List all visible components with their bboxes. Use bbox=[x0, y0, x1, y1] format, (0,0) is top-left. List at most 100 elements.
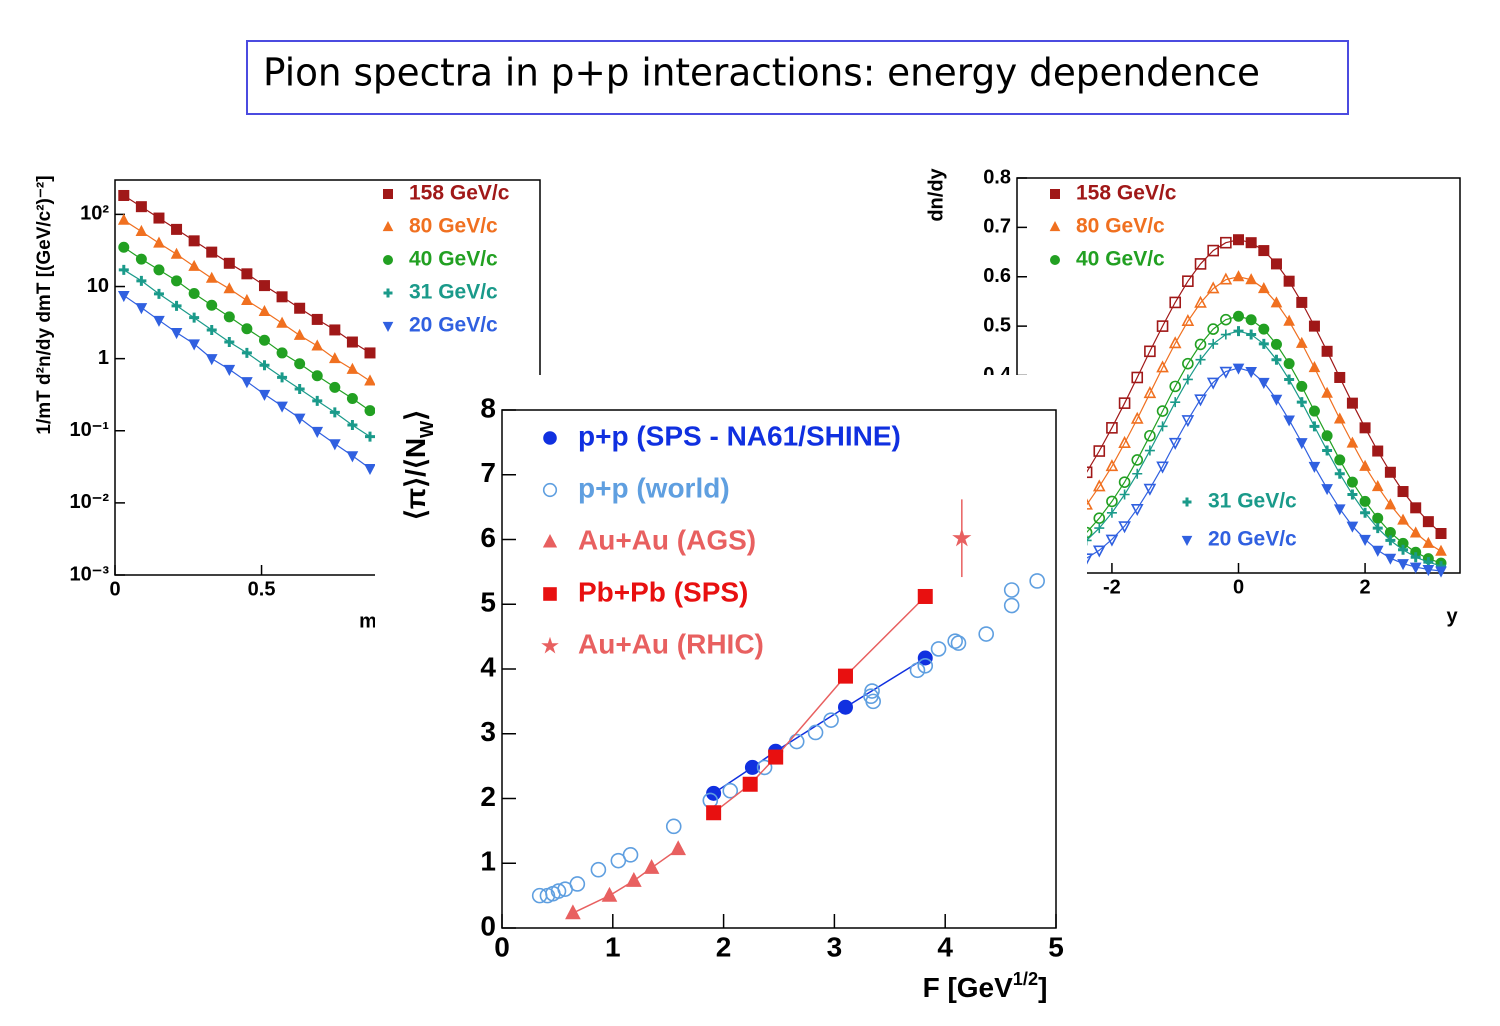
data-point bbox=[1359, 422, 1371, 434]
data-point bbox=[1156, 461, 1169, 474]
data-point bbox=[346, 362, 359, 374]
data-point bbox=[294, 358, 306, 370]
data-point bbox=[1371, 480, 1384, 492]
data-point bbox=[1296, 296, 1308, 308]
axis-label-part: ⟨π⟩/⟨N bbox=[400, 438, 431, 520]
data-point bbox=[1384, 498, 1397, 510]
data-point bbox=[1233, 234, 1244, 246]
data-point bbox=[1435, 528, 1447, 539]
data-point bbox=[1270, 338, 1282, 350]
data-point bbox=[1182, 275, 1194, 287]
data-point bbox=[1322, 445, 1333, 456]
data-point bbox=[118, 264, 129, 275]
data-point bbox=[1284, 374, 1295, 385]
data-point bbox=[1118, 521, 1131, 534]
data-point bbox=[622, 847, 639, 863]
data-point bbox=[276, 316, 288, 328]
legend-label: 31 GeV/c bbox=[1208, 490, 1297, 513]
data-point bbox=[171, 275, 183, 287]
data-point bbox=[1092, 545, 1106, 558]
data-point bbox=[1245, 237, 1257, 249]
data-point bbox=[364, 463, 376, 476]
data-point bbox=[1232, 270, 1245, 282]
data-point bbox=[241, 293, 253, 306]
data-point bbox=[1333, 412, 1346, 424]
data-point bbox=[1360, 507, 1371, 518]
data-point bbox=[1194, 258, 1207, 270]
data-point bbox=[329, 381, 341, 393]
data-point bbox=[118, 241, 130, 253]
y-tick-label: 10⁻³ bbox=[70, 563, 110, 585]
data-point bbox=[1219, 272, 1233, 285]
y-tick-label: 5 bbox=[480, 587, 496, 618]
data-point bbox=[1435, 544, 1447, 556]
data-point bbox=[952, 528, 972, 547]
data-point bbox=[1233, 326, 1244, 337]
data-point bbox=[1131, 371, 1144, 384]
data-point bbox=[1384, 553, 1397, 565]
data-point bbox=[1321, 430, 1333, 442]
data-point bbox=[837, 699, 853, 715]
y-tick-label: 7 bbox=[480, 457, 496, 488]
data-point bbox=[1220, 313, 1232, 326]
data-point bbox=[135, 201, 147, 213]
data-point bbox=[1168, 437, 1182, 450]
data-point bbox=[1245, 273, 1257, 285]
data-point bbox=[1003, 597, 1020, 614]
data-point bbox=[626, 871, 642, 887]
legend-marker bbox=[382, 220, 394, 232]
y-tick-label: 0.5 bbox=[983, 314, 1011, 336]
data-point bbox=[1384, 466, 1396, 478]
legend-marker bbox=[382, 321, 394, 333]
data-point bbox=[1206, 281, 1220, 294]
data-point bbox=[171, 300, 182, 311]
x-tick-label: 1 bbox=[605, 931, 621, 962]
data-point bbox=[1422, 516, 1434, 528]
y-tick-label: 10⁻² bbox=[70, 491, 110, 513]
data-point bbox=[742, 776, 758, 792]
data-point bbox=[1143, 483, 1157, 496]
data-point bbox=[665, 818, 682, 835]
data-point bbox=[223, 282, 236, 294]
data-point bbox=[1144, 429, 1156, 442]
slide-title: Pion spectra in p+p interactions: energy… bbox=[263, 51, 1260, 95]
data-point bbox=[188, 288, 200, 300]
data-point bbox=[1435, 566, 1447, 578]
plot-frame bbox=[114, 179, 541, 576]
y-tick-label: 0.7 bbox=[983, 216, 1011, 238]
data-point bbox=[259, 360, 270, 371]
data-point bbox=[1219, 366, 1233, 379]
y-tick-label: 0.4 bbox=[983, 364, 1012, 386]
data-point bbox=[1194, 338, 1207, 351]
data-point bbox=[1346, 397, 1358, 409]
data-point bbox=[1372, 512, 1384, 524]
data-point bbox=[258, 389, 271, 401]
data-point bbox=[1246, 329, 1257, 340]
data-point bbox=[1105, 459, 1119, 472]
data-point bbox=[864, 683, 880, 699]
data-point bbox=[258, 280, 270, 292]
data-point bbox=[1233, 310, 1244, 322]
data-point bbox=[1422, 536, 1435, 548]
data-point bbox=[670, 840, 687, 856]
data-point bbox=[1106, 422, 1118, 434]
data-point bbox=[722, 782, 739, 799]
legend-label: 80 GeV/c bbox=[1076, 215, 1165, 238]
y-tick-label: 4 bbox=[480, 651, 496, 682]
data-point bbox=[293, 328, 306, 340]
data-point bbox=[276, 291, 288, 303]
data-point bbox=[153, 288, 164, 299]
legend-marker bbox=[1050, 189, 1060, 199]
data-point bbox=[1283, 275, 1295, 287]
data-point bbox=[1333, 504, 1346, 516]
legend-label: p+p (world) bbox=[578, 472, 730, 503]
data-point bbox=[170, 247, 183, 259]
axis-label: dn/dy bbox=[925, 167, 947, 221]
legend-marker bbox=[1050, 255, 1060, 265]
data-point bbox=[311, 370, 323, 382]
data-point bbox=[1372, 445, 1384, 457]
data-point bbox=[136, 275, 147, 286]
data-point bbox=[1157, 421, 1168, 432]
axis-label: y bbox=[1446, 605, 1458, 627]
data-point bbox=[1359, 495, 1371, 507]
